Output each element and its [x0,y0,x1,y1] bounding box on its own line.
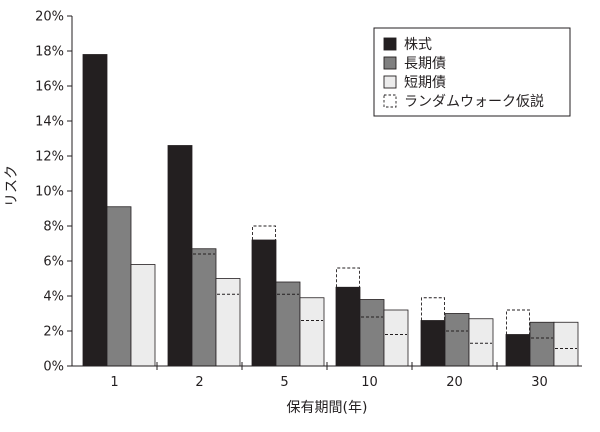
bar-long-bond [359,299,385,367]
x-tick-label: 30 [531,375,548,390]
y-axis-title: リスク [4,165,20,207]
bar-short-bond [215,278,241,367]
bar-long-bond [444,313,470,367]
x-tick-label: 2 [195,375,203,390]
legend-swatch [383,37,397,51]
bar-stock [167,145,193,367]
bar-long-bond [106,206,132,367]
x-tick-label: 20 [446,375,463,390]
x-tick-label: 1 [110,375,118,390]
y-tick-label: 6% [43,255,64,270]
legend-swatch [383,94,397,108]
y-tick-label: 8% [43,220,64,235]
legend-label: 短期債 [404,75,446,91]
x-tick-label: 10 [361,375,378,390]
y-tick-label: 20% [35,10,64,25]
bar-long-bond [275,281,301,367]
bar-stock [251,239,277,367]
random-walk-box [506,309,530,335]
legend-swatch [383,56,397,70]
bars-layer [82,54,579,367]
y-tick-label: 12% [35,150,64,165]
legend-box [373,27,571,117]
x-axis-title: 保有期間(年) [287,400,368,416]
y-tick-label: 0% [43,360,64,375]
bar-long-bond [191,248,217,367]
bar-short-bond [130,264,156,367]
bar-long-bond [529,321,555,367]
y-tick-label: 16% [35,80,64,95]
legend-label: 長期債 [404,56,446,72]
y-tick-label: 18% [35,45,64,60]
bar-short-bond [383,309,409,367]
bar-stock [505,334,531,367]
legend-label: 株式 [404,37,432,53]
random-walk-layer [193,225,577,349]
bar-stock [82,54,108,367]
y-tick-label: 4% [43,290,64,305]
legend-label: ランダムウォーク仮説 [404,94,544,110]
bar-short-bond [299,297,325,367]
legend-swatch [383,75,397,89]
bar-stock [420,320,446,367]
ticks-layer: 0% 2% 4% 6% 8% 10% 12% 14% 16% 18% 20% 1 2 5 10 20 30 [35,10,548,391]
y-tick-label: 2% [43,325,64,340]
y-tick-label: 14% [35,115,64,130]
x-tick-label: 5 [280,375,288,390]
bar-short-bond [468,318,494,367]
random-walk-box [252,225,276,240]
random-walk-box [336,267,360,288]
bar-short-bond [553,321,579,367]
y-tick-label: 10% [35,185,64,200]
random-walk-box [421,297,445,321]
bar-stock [335,286,361,367]
